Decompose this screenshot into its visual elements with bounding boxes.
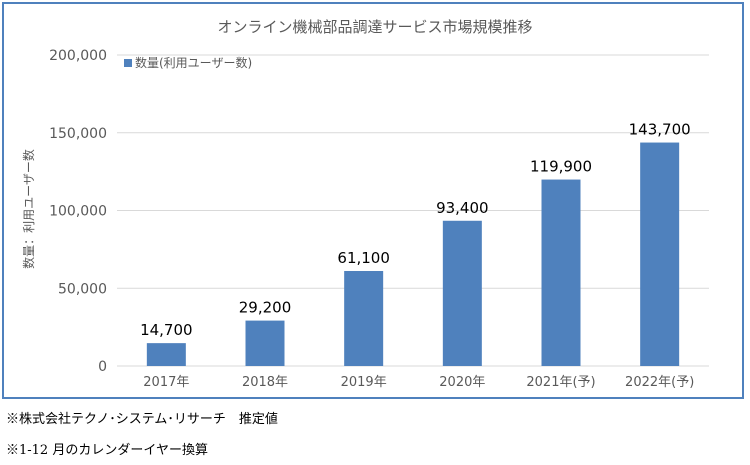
x-tick-label: 2020年 bbox=[439, 375, 485, 390]
bar bbox=[146, 343, 186, 366]
y-axis-ticks: 0 50,000 100,000 150,000 200,000 bbox=[49, 48, 107, 375]
bars bbox=[146, 142, 680, 366]
bar bbox=[245, 320, 285, 366]
chart-frame: オンライン機械部品調達サービス市場規模推移 数量(利用ユーザー数) 数量：利用ユ… bbox=[2, 2, 744, 399]
y-axis-label: 数量：利用ユーザー数 bbox=[21, 149, 36, 269]
y-tick-label: 50,000 bbox=[58, 281, 107, 297]
bar bbox=[344, 270, 384, 366]
bar-value-label: 29,200 bbox=[239, 299, 292, 317]
bar-value-label: 143,700 bbox=[629, 121, 691, 139]
bar bbox=[541, 179, 581, 366]
legend-swatch bbox=[124, 59, 132, 67]
y-tick-label: 100,000 bbox=[49, 204, 107, 220]
x-tick-label: 2017年 bbox=[143, 375, 189, 390]
x-tick-label: 2019年 bbox=[341, 375, 387, 390]
y-tick-label: 150,000 bbox=[49, 126, 107, 142]
chart-title: オンライン機械部品調達サービス市場規模推移 bbox=[217, 18, 532, 36]
legend-label: 数量(利用ユーザー数) bbox=[135, 55, 252, 70]
legend: 数量(利用ユーザー数) bbox=[124, 55, 252, 70]
bar-value-label: 93,400 bbox=[436, 199, 489, 217]
calendar-note: ※1-12 月のカレンダーイヤー換算 bbox=[6, 443, 208, 458]
x-axis-ticks: 2017年 2018年 2019年 2020年 2021年(予) 2022年(予) bbox=[143, 375, 694, 390]
bar-value-label: 61,100 bbox=[337, 249, 390, 267]
bar bbox=[640, 142, 680, 366]
x-tick-label: 2022年(予) bbox=[625, 375, 694, 390]
gridlines bbox=[117, 54, 709, 367]
bar bbox=[442, 220, 482, 366]
source-note: ※株式会社テクノ･システム･リサーチ 推定値 bbox=[6, 412, 278, 427]
bar-value-labels: 14,700 29,200 61,100 93,400 119,900 143,700 bbox=[140, 121, 691, 340]
y-tick-label: 0 bbox=[98, 359, 107, 375]
bar-value-label: 14,700 bbox=[140, 321, 193, 339]
bar-value-label: 119,900 bbox=[530, 158, 592, 176]
y-tick-label: 200,000 bbox=[49, 48, 107, 64]
x-tick-label: 2018年 bbox=[242, 375, 288, 390]
x-tick-label: 2021年(予) bbox=[526, 375, 595, 390]
bar-chart: オンライン機械部品調達サービス市場規模推移 数量(利用ユーザー数) 数量：利用ユ… bbox=[21, 18, 709, 390]
